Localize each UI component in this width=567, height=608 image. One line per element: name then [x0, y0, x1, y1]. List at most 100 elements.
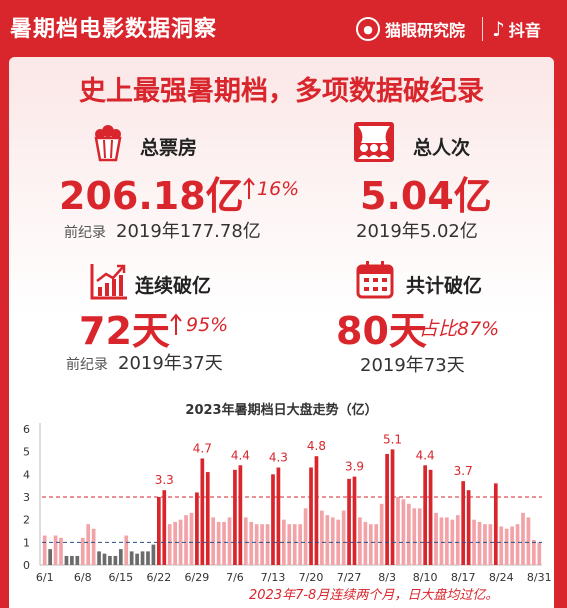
bar — [222, 521, 226, 565]
bar — [216, 521, 221, 565]
x-tick-label: 8/24 — [489, 571, 514, 584]
bar — [396, 497, 400, 565]
bar — [493, 483, 498, 565]
x-tick-label: 7/27 — [337, 571, 362, 584]
bar — [53, 535, 58, 565]
bar — [352, 476, 357, 565]
x-tick-label: 8/17 — [451, 571, 476, 584]
bar — [70, 555, 74, 565]
bar — [499, 526, 504, 565]
box-office-prev-label: 前纪录 — [64, 225, 106, 241]
x-tick-label: 7/20 — [299, 571, 324, 584]
bar — [189, 512, 194, 565]
bar — [102, 553, 107, 565]
bar — [233, 469, 237, 565]
bar — [178, 519, 183, 565]
bar — [385, 453, 389, 565]
bar — [48, 549, 52, 565]
bar — [428, 469, 433, 565]
content-card: 史上最强暑期档，多项数据破纪录 总票房 206.18亿 16% 前纪录 2019年… — [9, 57, 554, 608]
x-tick-label: 7/13 — [261, 571, 286, 584]
bar — [129, 551, 134, 565]
bar — [157, 497, 161, 565]
x-tick-label: 6/8 — [74, 571, 92, 584]
cat-logo-icon: ● — [356, 17, 380, 41]
chart-footnote: 2023年7-8月连续两个月，日大盘均过亿。 — [249, 588, 499, 603]
admissions-previous: 2019年5.02亿 — [356, 221, 478, 242]
brand-maoyan-label: 猫眼研究院 — [385, 21, 466, 40]
bar — [113, 555, 118, 565]
admissions-value: 5.04亿 — [360, 174, 492, 218]
data-label: 4.4 — [416, 448, 435, 462]
bar — [390, 449, 395, 565]
box-office-previous: 前纪录 2019年177.78亿 — [64, 217, 261, 243]
bar — [417, 508, 422, 565]
bar — [320, 510, 324, 565]
bar — [140, 551, 145, 565]
bar — [358, 517, 362, 565]
bar — [461, 481, 466, 565]
streak-prev-label: 前纪录 — [66, 357, 108, 373]
popcorn-icon — [94, 125, 122, 162]
x-tick-label: 8/31 — [527, 571, 552, 584]
bar — [249, 521, 254, 565]
douyin-logo-icon: ♪ — [492, 17, 505, 41]
bar — [483, 524, 487, 565]
x-tick-label: 7/6 — [226, 571, 244, 584]
x-tick-label: 6/29 — [185, 571, 210, 584]
data-label: 4.7 — [193, 441, 212, 455]
data-label: 4.3 — [269, 451, 288, 465]
data-label: 4.4 — [231, 448, 250, 462]
arrow-up-icon — [243, 177, 255, 199]
bar — [537, 542, 542, 565]
bar — [379, 503, 384, 565]
total-days-previous: 2019年73天 — [360, 355, 465, 376]
bar — [510, 526, 514, 565]
y-tick-label: 2 — [23, 514, 30, 527]
total-days-share: 占比87% — [419, 318, 500, 340]
bar — [151, 544, 156, 565]
page-header: 暑期档电影数据洞察 ● 猫眼研究院 ♪ 抖音 — [0, 0, 567, 62]
y-tick-label: 6 — [23, 423, 30, 436]
bar — [504, 528, 509, 565]
bar — [162, 490, 167, 565]
bar — [401, 499, 406, 565]
daily-box-office-chart: 0 1 2 3 4 5 6 3.3 4.7 4.4 4.3 4.8 3.9 5.1 4.4 3.7 6/1 6/8… — [23, 423, 552, 584]
audience-icon — [354, 122, 394, 162]
x-tick-label: 6/22 — [146, 571, 171, 584]
bar — [271, 474, 275, 565]
bar — [173, 521, 177, 565]
streak-label: 连续破亿 — [135, 275, 212, 297]
bar — [439, 517, 444, 565]
bar — [227, 517, 232, 565]
y-tick-label: 5 — [23, 446, 30, 459]
box-office-label: 总票房 — [140, 137, 198, 159]
streak-previous: 前纪录 2019年37天 — [66, 349, 223, 375]
bar — [466, 490, 471, 565]
y-tick-label: 1 — [23, 536, 30, 549]
bar — [303, 508, 308, 565]
brand-douyin: ♪ 抖音 — [492, 15, 541, 43]
bar — [146, 551, 150, 565]
bar — [64, 555, 69, 565]
data-label: 3.3 — [155, 473, 174, 487]
bar — [205, 472, 210, 565]
bar — [330, 517, 335, 565]
bar — [97, 551, 101, 565]
box-office-growth: 16% — [257, 178, 300, 200]
bar — [341, 510, 346, 565]
bar — [521, 512, 525, 565]
y-tick-label: 4 — [23, 468, 30, 481]
x-tick-label: 8/3 — [378, 571, 396, 584]
bar — [260, 524, 264, 565]
bar — [86, 524, 91, 565]
bar — [450, 519, 455, 565]
bar — [309, 467, 313, 565]
bar — [472, 519, 476, 565]
bar — [434, 512, 438, 565]
bar — [287, 524, 292, 565]
brand-douyin-label: 抖音 — [508, 21, 541, 40]
bar — [532, 540, 536, 565]
bar — [184, 515, 188, 565]
bar — [42, 535, 47, 565]
